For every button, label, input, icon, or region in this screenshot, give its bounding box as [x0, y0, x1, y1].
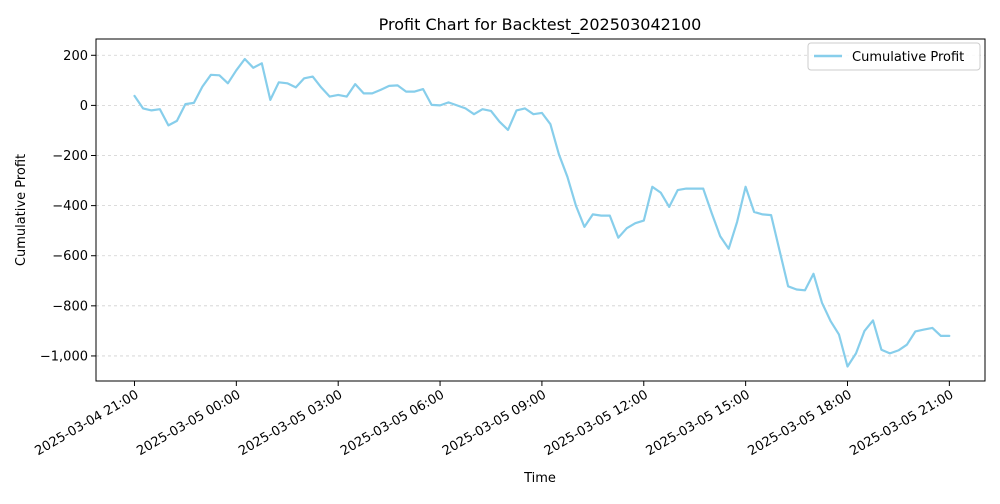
legend-label: Cumulative Profit [852, 50, 964, 65]
y-tick-label: −400 [52, 199, 88, 214]
chart-title: Profit Chart for Backtest_202503042100 [379, 15, 702, 35]
y-tick-label: 0 [80, 99, 88, 114]
y-axis-ticks: 200 0 −200 −400 −600 −800 −1,000 [40, 49, 96, 364]
y-tick-label: 200 [63, 49, 88, 64]
y-tick-label: −800 [52, 299, 88, 314]
series-layer [133, 57, 951, 368]
grid-lines [96, 54, 985, 357]
x-tick-label: 2025-03-05 00:00 [134, 387, 243, 459]
x-tick-label: 2025-03-05 03:00 [236, 387, 345, 459]
series-line-1 [133, 57, 951, 368]
y-tick-label: −200 [52, 149, 88, 164]
y-tick-label: −600 [52, 249, 88, 264]
x-tick-label: 2025-03-05 21:00 [847, 387, 956, 459]
x-tick-label: 2025-03-04 21:00 [33, 387, 142, 459]
legend-box [807, 42, 981, 71]
legend: Cumulative Profit [807, 42, 981, 71]
y-tick-label: −1,000 [40, 349, 88, 364]
y-axis-label: Cumulative Profit [14, 154, 29, 266]
x-tick-label: 2025-03-05 09:00 [440, 387, 549, 459]
x-axis-label: Time [523, 471, 556, 486]
plot-frame [95, 38, 986, 382]
x-tick-label: 2025-03-05 12:00 [542, 387, 651, 459]
x-tick-label: 2025-03-05 06:00 [338, 387, 447, 459]
x-tick-label: 2025-03-05 18:00 [746, 387, 855, 459]
x-tick-label: 2025-03-05 15:00 [644, 387, 753, 459]
